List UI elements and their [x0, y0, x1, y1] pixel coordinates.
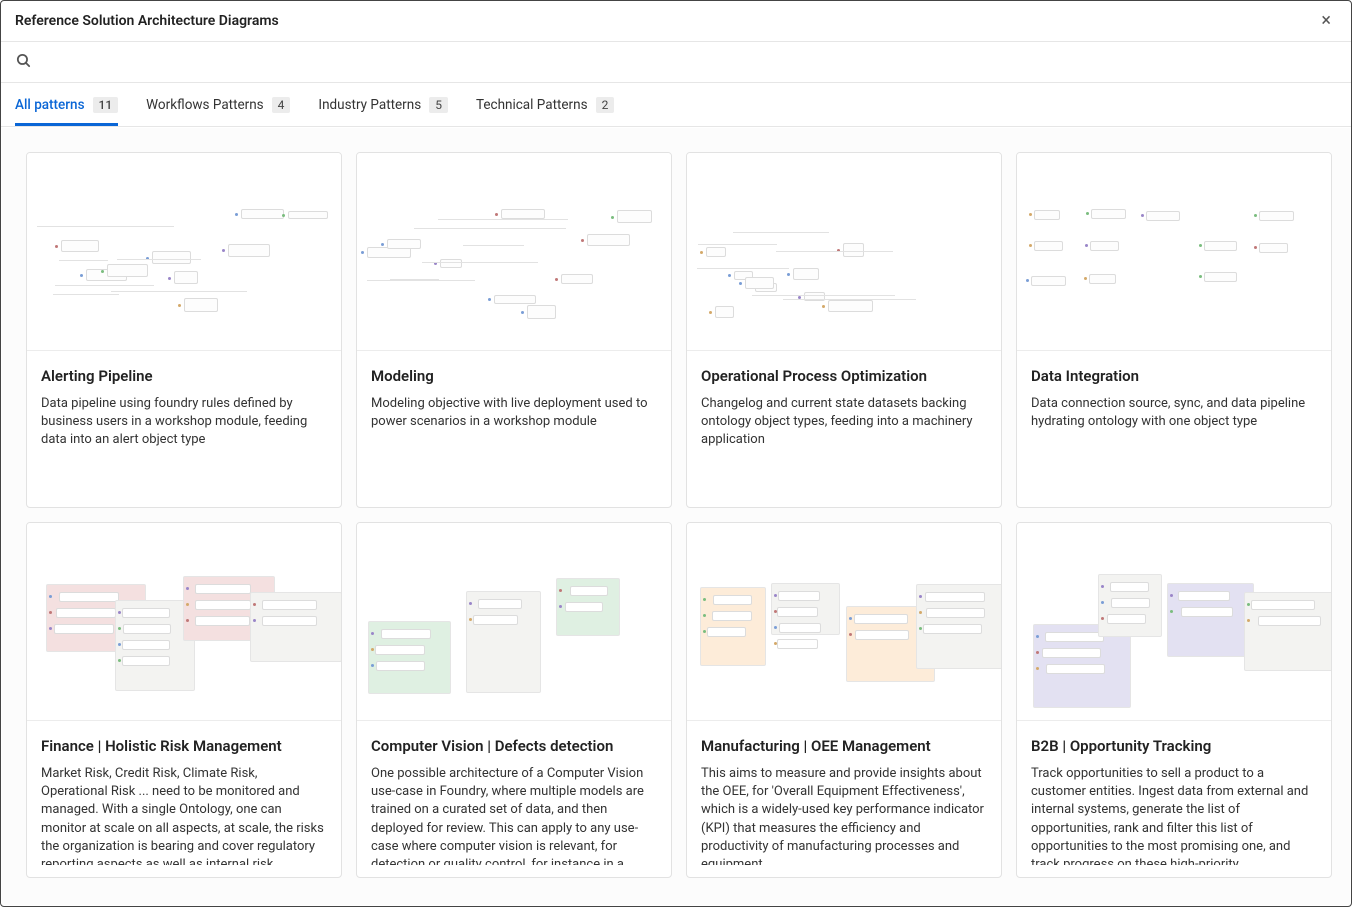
- card-description-scroll[interactable]: One possible architecture of a Computer …: [371, 765, 657, 865]
- card-preview: [27, 523, 341, 721]
- card-body: B2B | Opportunity Tracking Track opportun…: [1017, 721, 1331, 877]
- card-description-scroll[interactable]: Data connection source, sync, and data p…: [1031, 395, 1317, 495]
- card-description-scroll[interactable]: Market Risk, Credit Risk, Climate Risk, …: [41, 765, 327, 865]
- pattern-card[interactable]: B2B | Opportunity Tracking Track opportun…: [1016, 522, 1332, 878]
- card-title: Operational Process Optimization: [701, 367, 987, 385]
- card-body: Modeling Modeling objective with live dep…: [357, 351, 671, 507]
- close-icon: ×: [1321, 10, 1331, 31]
- card-preview: [357, 523, 671, 721]
- content-scroll-area[interactable]: Alerting Pipeline Data pipeline using fou…: [2, 128, 1350, 905]
- card-description-scroll[interactable]: Data pipeline using foundry rules define…: [41, 395, 327, 495]
- card-description-scroll[interactable]: This aims to measure and provide insight…: [701, 765, 987, 865]
- close-button[interactable]: ×: [1315, 8, 1337, 34]
- tab-count: 4: [272, 97, 291, 113]
- card-description: Market Risk, Credit Risk, Climate Risk, …: [41, 765, 327, 865]
- pattern-card[interactable]: Computer Vision | Defects detection One p…: [356, 522, 672, 878]
- card-title: B2B | Opportunity Tracking: [1031, 737, 1317, 755]
- tab-technical-patterns[interactable]: Technical Patterns 2: [476, 83, 614, 126]
- card-description: Track opportunities to sell a product to…: [1031, 765, 1317, 865]
- card-description-scroll[interactable]: Changelog and current state datasets bac…: [701, 395, 987, 495]
- card-description: One possible architecture of a Computer …: [371, 765, 657, 865]
- tab-label: Workflows Patterns: [146, 97, 264, 113]
- card-title: Alerting Pipeline: [41, 367, 327, 385]
- card-body: Computer Vision | Defects detection One p…: [357, 721, 671, 877]
- card-title: Manufacturing | OEE Management: [701, 737, 987, 755]
- tab-count: 5: [429, 97, 448, 113]
- pattern-card[interactable]: Finance | Holistic Risk Management Market…: [26, 522, 342, 878]
- pattern-card[interactable]: Modeling Modeling objective with live dep…: [356, 152, 672, 508]
- card-title: Modeling: [371, 367, 657, 385]
- card-body: Manufacturing | OEE Management This aims …: [687, 721, 1001, 877]
- tab-all-patterns[interactable]: All patterns 11: [15, 83, 118, 126]
- card-title: Data Integration: [1031, 367, 1317, 385]
- card-body: Finance | Holistic Risk Management Market…: [27, 721, 341, 877]
- tabs-bar: All patterns 11 Workflows Patterns 4 Industr…: [1, 83, 1351, 127]
- dialog-title: Reference Solution Architecture Diagrams: [15, 13, 279, 29]
- tab-label: Technical Patterns: [476, 97, 588, 113]
- card-description: This aims to measure and provide insight…: [701, 765, 987, 865]
- card-description: Modeling objective with live deployment …: [371, 395, 657, 431]
- tab-count: 11: [93, 97, 119, 113]
- card-preview: [1017, 523, 1331, 721]
- pattern-card[interactable]: Data Integration Data connection source, …: [1016, 152, 1332, 508]
- card-body: Data Integration Data connection source, …: [1017, 351, 1331, 507]
- search-row: [1, 42, 1351, 83]
- tab-count: 2: [596, 97, 615, 113]
- tab-workflows-patterns[interactable]: Workflows Patterns 4: [146, 83, 290, 126]
- search-icon: [15, 52, 32, 73]
- card-description-scroll[interactable]: Modeling objective with live deployment …: [371, 395, 657, 495]
- card-preview: [687, 153, 1001, 351]
- card-description: Changelog and current state datasets bac…: [701, 395, 987, 450]
- search-input[interactable]: [42, 54, 1337, 70]
- dialog-header: Reference Solution Architecture Diagrams…: [1, 1, 1351, 42]
- tab-label: All patterns: [15, 97, 85, 113]
- card-description: Data connection source, sync, and data p…: [1031, 395, 1317, 431]
- card-preview: [687, 523, 1001, 721]
- card-description: Data pipeline using foundry rules define…: [41, 395, 327, 450]
- cards-grid: Alerting Pipeline Data pipeline using fou…: [2, 128, 1350, 902]
- card-description-scroll[interactable]: Track opportunities to sell a product to…: [1031, 765, 1317, 865]
- card-preview: [27, 153, 341, 351]
- card-body: Alerting Pipeline Data pipeline using fou…: [27, 351, 341, 507]
- card-title: Computer Vision | Defects detection: [371, 737, 657, 755]
- card-preview: [1017, 153, 1331, 351]
- card-preview: [357, 153, 671, 351]
- tab-industry-patterns[interactable]: Industry Patterns 5: [318, 83, 448, 126]
- pattern-card[interactable]: Operational Process Optimization Changelo…: [686, 152, 1002, 508]
- pattern-card[interactable]: Manufacturing | OEE Management This aims …: [686, 522, 1002, 878]
- tab-label: Industry Patterns: [318, 97, 421, 113]
- card-title: Finance | Holistic Risk Management: [41, 737, 327, 755]
- pattern-card[interactable]: Alerting Pipeline Data pipeline using fou…: [26, 152, 342, 508]
- card-body: Operational Process Optimization Changelo…: [687, 351, 1001, 507]
